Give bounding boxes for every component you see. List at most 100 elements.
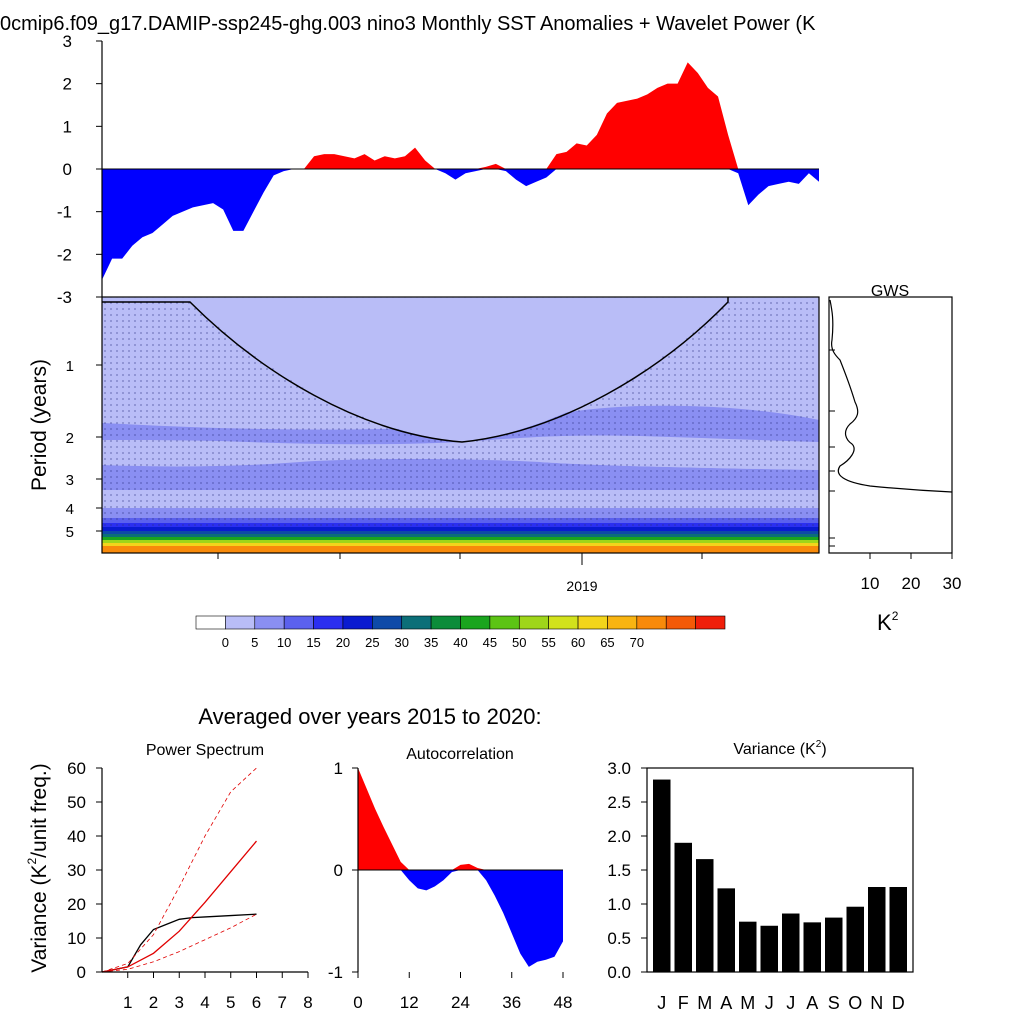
sst-tick-label: -3 (57, 288, 72, 307)
ac-negative-fill (358, 870, 563, 967)
wavelet-band-e (102, 534, 819, 537)
colorbar-label: 35 (424, 635, 438, 650)
sst-tick-label: -1 (57, 203, 72, 222)
variance-bar (846, 906, 864, 972)
colorbar-box (665, 615, 696, 630)
variance-month-label: M (740, 993, 755, 1013)
wavelet-band-i (102, 546, 819, 553)
gws-title: GWS (871, 283, 909, 300)
colorbar-label: 5 (251, 635, 258, 650)
colorbar-label: 70 (630, 635, 644, 650)
colorbar: 0 5 10 15 20 25 30 35 40 45 50 55 60 65 70 (195, 615, 726, 650)
colorbar-box (313, 615, 344, 630)
wavelet-band-f (102, 537, 819, 540)
wavelet-band-h (102, 543, 819, 546)
period-tick-3: 3 (66, 472, 74, 489)
sst-tick-label: 1 (63, 117, 72, 136)
variance-month-label: J (657, 993, 666, 1013)
colorbar-box (342, 615, 373, 630)
colorbar-box (372, 615, 403, 630)
ps-x-tick-label: 7 (278, 993, 287, 1012)
ps-upper-bound-line (101, 767, 257, 973)
variance-month-label: A (720, 993, 732, 1013)
ac-y-tick-label: 1 (334, 759, 343, 778)
variance-month-label: J (765, 993, 774, 1013)
ac-positive-fill (358, 768, 563, 870)
period-tick-4: 4 (66, 501, 74, 518)
ac-y-tick-label: -1 (328, 963, 343, 982)
power-spectrum-panel: Power Spectrum 0 10 20 30 40 50 60 1 2 3 4 5 6 7 8 Var… (25, 742, 313, 1012)
period-tick-2: 2 (66, 430, 74, 447)
variance-bar (760, 925, 778, 972)
ps-ticks: 0 10 20 30 40 50 60 1 2 3 4 5 6 7 8 (67, 759, 313, 1012)
colorbar-box (460, 615, 491, 630)
variance-bar (674, 842, 692, 972)
variance-month-label: N (870, 993, 883, 1013)
ac-x-tick-label: 48 (554, 993, 573, 1012)
sst-y-ticks: 3 2 1 0 -1 -2 -3 (57, 32, 102, 307)
power-spectrum-series (101, 767, 257, 973)
cone-of-influence (102, 297, 729, 443)
colorbar-box (518, 615, 549, 630)
colorbar-box (548, 615, 579, 630)
variance-y-tick-label: 1.0 (607, 895, 631, 914)
wavelet-x-ticks: 2019 (217, 553, 703, 594)
period-tick-5: 5 (66, 524, 74, 541)
colorbar-label: 30 (394, 635, 408, 650)
sst-tick-label: 3 (63, 32, 72, 51)
variance-y-tick-label: 0.5 (607, 929, 631, 948)
variance-y-tick-label: 2.5 (607, 793, 631, 812)
autocorrelation-fills (358, 768, 563, 967)
variance-y-tick-label: 3.0 (607, 759, 631, 778)
ac-x-tick-label: 0 (353, 993, 362, 1012)
variance-y-tick-label: 0.0 (607, 963, 631, 982)
ps-y-tick-label: 60 (67, 759, 86, 778)
gws-unit: K2 (877, 609, 899, 635)
ac-x-tick-label: 12 (400, 993, 419, 1012)
variance-bar (696, 859, 714, 972)
variance-month-label: J (786, 993, 795, 1013)
gws-tick-30: 30 (943, 574, 962, 593)
gws-frame (828, 296, 953, 554)
variance-title: Variance (K2) (733, 739, 826, 758)
ac-y-tick-label: 0 (334, 861, 343, 880)
ps-y-tick-label: 50 (67, 793, 86, 812)
power-spectrum-title: Power Spectrum (146, 742, 264, 759)
colorbar-label: 40 (453, 635, 467, 650)
ps-x-tick-label: 6 (252, 993, 261, 1012)
ps-y-tick-label: 30 (67, 861, 86, 880)
ac-x-tick-label: 36 (502, 993, 521, 1012)
colorbar-box (401, 615, 432, 630)
colorbar-box (195, 615, 226, 630)
ps-y-tick-label: 0 (77, 963, 86, 982)
colorbar-label: 15 (306, 635, 320, 650)
sst-anomaly-panel: 3 2 1 0 -1 -2 -3 (57, 32, 819, 307)
sst-positive-fill (102, 62, 819, 170)
colorbar-label: 55 (541, 635, 555, 650)
variance-y-tick-label: 1.5 (607, 861, 631, 880)
ps-y-tick-label: 10 (67, 929, 86, 948)
colorbar-box (254, 615, 285, 630)
variance-y-tick-label: 2.0 (607, 827, 631, 846)
autocorrelation-title: Autocorrelation (406, 746, 514, 763)
ac-ticks: 1 0 -1 0 12 24 36 48 (328, 759, 573, 1012)
wavelet-band-g (102, 540, 819, 543)
variance-bar (739, 921, 757, 972)
variance-month-label: S (828, 993, 840, 1013)
wavelet-panel: 1 2 3 4 5 2019 Period (years) (28, 296, 820, 594)
sst-tick-label: -2 (57, 245, 72, 264)
colorbar-box (607, 615, 638, 630)
colorbar-box (636, 615, 667, 630)
gws-tick-10: 10 (861, 574, 880, 593)
autocorrelation-panel: Autocorrelation 1 0 -1 0 12 24 36 48 (328, 746, 573, 1012)
colorbar-label: 10 (277, 635, 291, 650)
colorbar-label: 45 (483, 635, 497, 650)
figure-title: 0cmip6.f09_g17.DAMIP-ssp245-ghg.003 nino… (0, 13, 816, 35)
colorbar-label: 20 (336, 635, 350, 650)
colorbar-box (489, 615, 520, 630)
colorbar-box (577, 615, 608, 630)
variance-month-label: D (892, 993, 905, 1013)
averaged-title: Averaged over years 2015 to 2020: (198, 704, 541, 729)
